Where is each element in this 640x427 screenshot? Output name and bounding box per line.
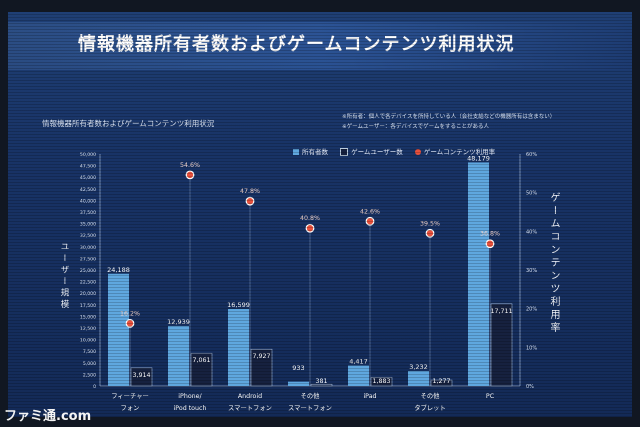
legend-owners: 所有者数 <box>293 148 328 156</box>
bar-owners <box>468 162 489 386</box>
x-tick-label-line2: スマートフォン <box>288 404 332 412</box>
owners-data-label: 4,417 <box>349 358 368 366</box>
y-tick-label: 37,500 <box>80 210 96 216</box>
bar-owners <box>288 381 309 386</box>
bar-gamers <box>130 367 153 387</box>
y-tick-label: 25,000 <box>80 268 96 274</box>
bar-owners <box>168 325 189 386</box>
bar-gamers <box>430 379 453 387</box>
rate-data-label: 47.8% <box>240 188 260 195</box>
y-tick-label: 27,500 <box>80 256 96 262</box>
bar-gamers <box>370 376 393 387</box>
rate-point <box>185 170 195 180</box>
chart-legend: 所有者数 ゲームユーザー数 ゲームコンテンツ利用率 <box>293 146 505 156</box>
gamers-data-label: 17,711 <box>490 308 512 315</box>
page-title: 情報機器所有者数およびゲームコンテンツ利用状況 <box>78 34 515 55</box>
y-tick-label: 40,000 <box>80 198 96 204</box>
gamers-data-label: 381 <box>315 378 327 385</box>
y-tick-label: 45,000 <box>80 175 96 181</box>
x-tick-label: iPad <box>363 393 376 400</box>
rate-point <box>485 239 495 249</box>
owners-data-label: 24,188 <box>107 266 130 274</box>
y-tick-label: 47,500 <box>80 164 96 170</box>
y-tick-label: 30,000 <box>80 245 96 251</box>
chart-canvas: 0 2,500 5,000 7,500 10,000 12,500 15,000 17,500… <box>80 152 537 412</box>
presentation-slide: 情報機器所有者数およびゲームコンテンツ利用状況 情報機器所有者数およびゲームコン… <box>8 12 632 417</box>
y2-tick-label: 20% <box>526 307 537 313</box>
x-tick-label: PC <box>486 393 495 400</box>
y2-tick-label: 0% <box>526 384 534 390</box>
y-tick-label: 20,000 <box>80 291 96 297</box>
rate-data-label: 36.8% <box>480 231 500 238</box>
bar-owners <box>108 273 129 386</box>
x-tick-label: iPhone/ <box>178 393 202 400</box>
logo: ファミ通.com <box>4 409 92 424</box>
y-tick-label: 22,500 <box>80 280 96 286</box>
rate-data-label: 16.2% <box>120 310 140 317</box>
x-tick-label-line2: スマートフォン <box>228 404 272 412</box>
y-tick-label: 0 <box>93 384 96 390</box>
y2-tick-label: 40% <box>526 229 537 235</box>
y-tick-label: 35,000 <box>80 222 96 228</box>
y-tick-label: 10,000 <box>80 338 96 344</box>
rate-data-label: 54.6% <box>180 162 200 169</box>
y2-tick-label: 50% <box>526 191 537 197</box>
y2-axis-title: ゲームコンテンツ利用率 <box>548 192 559 335</box>
y-tick-label: 5,000 <box>83 361 96 367</box>
rate-point <box>365 216 375 226</box>
owners-data-label: 933 <box>292 364 304 372</box>
y-tick-label: 15,000 <box>80 314 96 320</box>
rate-point <box>245 196 255 206</box>
gamers-data-label: 7,061 <box>192 357 210 364</box>
y-tick-label: 42,500 <box>80 187 96 193</box>
owners-data-label: 3,232 <box>409 363 428 371</box>
y-tick-label: 50,000 <box>80 152 96 158</box>
note-gamer-definition: ※ゲームユーザー：各デバイスでゲームをすることがある人 <box>342 124 490 130</box>
x-tick-label: その他 <box>301 391 321 400</box>
chart-subtitle: 情報機器所有者数およびゲームコンテンツ利用状況 <box>42 119 215 128</box>
y-tick-label: 2,500 <box>83 372 96 378</box>
y-tick-label: 32,500 <box>80 233 96 239</box>
owners-data-label: 48,179 <box>467 154 490 162</box>
rate-data-label: 42.6% <box>360 208 380 215</box>
y-tick-label: 7,500 <box>83 349 96 355</box>
y2-tick-label: 60% <box>526 152 537 158</box>
x-tick-label: Android <box>238 393 262 400</box>
y-tick-label: 17,500 <box>80 303 96 309</box>
rate-data-label: 39.5% <box>420 220 440 227</box>
rate-data-label: 40.8% <box>300 215 320 222</box>
x-tick-label-line2: タブレット <box>414 403 445 412</box>
rate-point <box>305 223 315 233</box>
bar-gamers <box>490 303 513 387</box>
x-tick-label: その他 <box>421 391 441 400</box>
y-tick-label: 12,500 <box>80 326 96 332</box>
bar-gamers <box>250 348 273 387</box>
gamers-data-label: 1,883 <box>372 378 390 385</box>
bar-owners <box>408 371 429 386</box>
bar-gamers <box>310 383 333 387</box>
rate-point <box>125 318 135 328</box>
note-owner-definition: ※所有者：個人で各デバイスを所持している人（会社支給などの機器所有は含まない） <box>342 114 556 120</box>
y-axis-title: ユーザー規模 <box>59 242 69 311</box>
bar-owners <box>348 365 369 386</box>
legend-rate: ゲームコンテンツ利用率 <box>414 148 495 156</box>
legend-gamers: ゲームユーザー数 <box>340 148 403 156</box>
x-tick-label-line2: フォン <box>121 404 140 412</box>
x-tick-label: フィーチャー <box>111 392 149 400</box>
gamers-data-label: 7,927 <box>252 353 270 360</box>
bar-owners <box>228 308 249 386</box>
y2-tick-label: 10% <box>526 345 537 351</box>
rate-point <box>425 228 435 238</box>
owners-data-label: 12,939 <box>167 318 190 326</box>
bar-gamers <box>190 352 213 387</box>
y2-tick-label: 30% <box>526 268 537 274</box>
x-tick-label-line2: iPod touch <box>174 405 207 412</box>
gamers-data-label: 1,277 <box>432 378 450 385</box>
title-band <box>8 22 632 70</box>
gamers-data-label: 3,914 <box>132 372 150 379</box>
owners-data-label: 16,599 <box>227 301 250 309</box>
